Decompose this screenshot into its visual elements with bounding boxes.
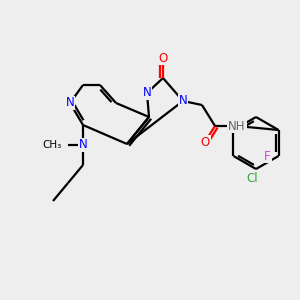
Text: N: N xyxy=(79,139,87,152)
Text: CH₃: CH₃ xyxy=(43,140,62,150)
Text: O: O xyxy=(158,52,168,64)
Text: O: O xyxy=(200,136,210,148)
Text: Cl: Cl xyxy=(246,172,258,185)
Text: N: N xyxy=(178,94,188,107)
Text: N: N xyxy=(142,86,152,100)
Text: NH: NH xyxy=(228,119,246,133)
Text: F: F xyxy=(264,149,271,163)
Text: N: N xyxy=(66,97,74,110)
